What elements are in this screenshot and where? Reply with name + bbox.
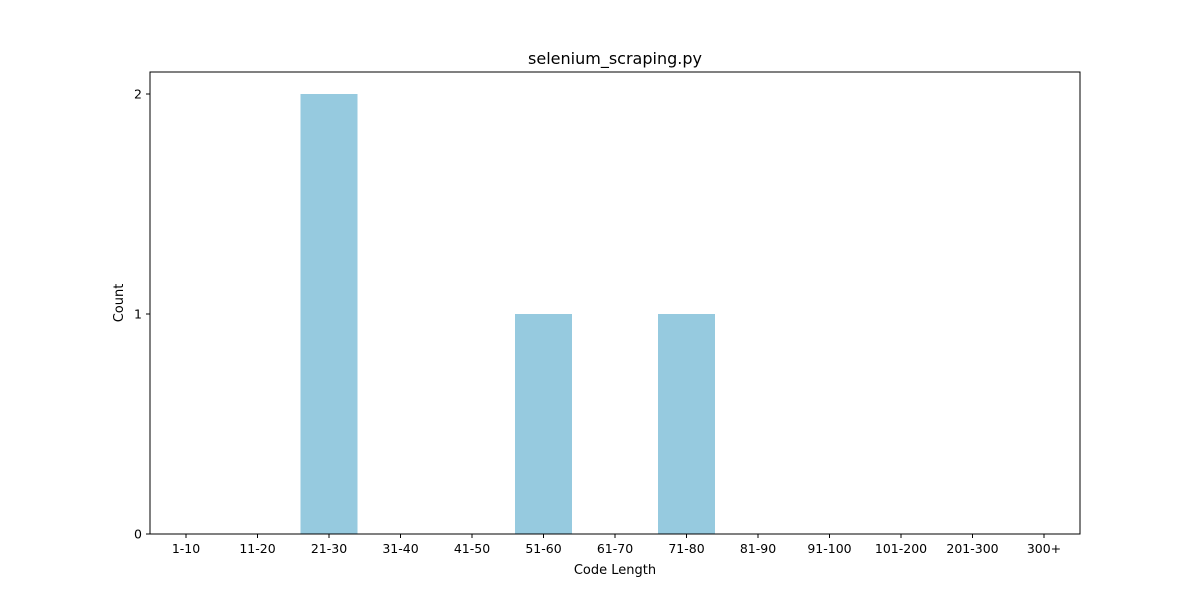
bar-71-80 (658, 314, 715, 534)
x-tick-label: 91-100 (807, 541, 851, 556)
x-tick-label: 300+ (1027, 541, 1061, 556)
x-tick-label: 61-70 (597, 541, 633, 556)
y-tick-label: 0 (134, 527, 142, 542)
y-axis-label: Count (112, 284, 127, 323)
chart-title: selenium_scraping.py (528, 49, 702, 69)
x-tick-label: 11-20 (239, 541, 275, 556)
bar-21-30 (300, 94, 358, 534)
x-tick-label: 81-90 (740, 541, 776, 556)
plot-frame (149, 71, 1081, 535)
x-axis-label: Code Length (574, 563, 656, 578)
y-tick-label: 1 (134, 307, 142, 322)
bars-layer (300, 94, 715, 534)
x-tick-label: 1-10 (172, 541, 200, 556)
y-axis-ticks: 0 1 2 (134, 87, 150, 542)
x-tick-label: 201-300 (946, 541, 998, 556)
x-axis-ticks: 1-10 11-20 21-30 31-40 41-50 51-60 61-70 71-80 8… (172, 534, 1061, 556)
bar-51-60 (515, 314, 572, 534)
y-tick-label: 2 (134, 87, 142, 102)
x-tick-label: 21-30 (311, 541, 347, 556)
x-tick-label: 51-60 (525, 541, 561, 556)
x-tick-label: 71-80 (668, 541, 704, 556)
x-tick-label: 41-50 (454, 541, 490, 556)
x-tick-label: 31-40 (382, 541, 418, 556)
x-tick-label: 101-200 (875, 541, 927, 556)
